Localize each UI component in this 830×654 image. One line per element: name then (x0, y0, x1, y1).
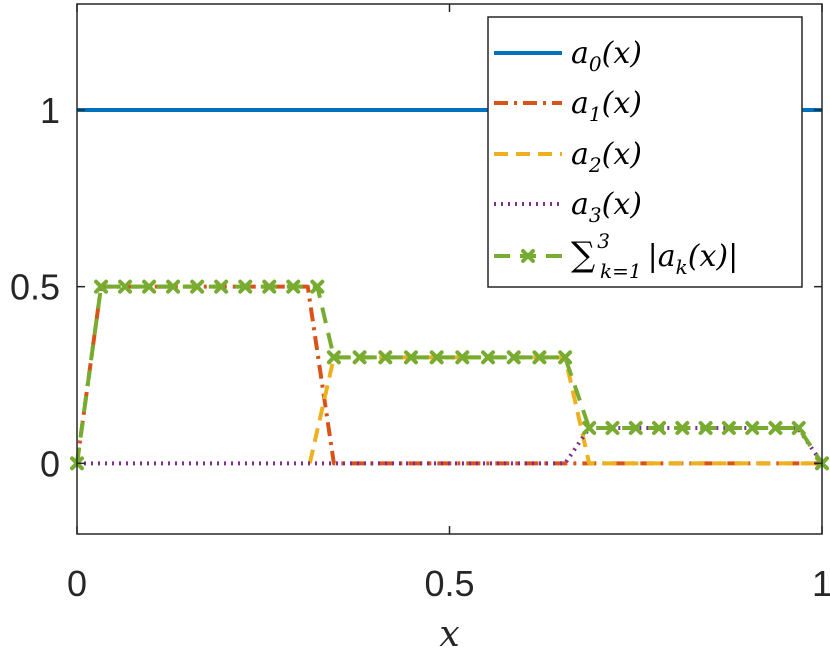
series-marker (582, 421, 597, 435)
legend-box (487, 16, 803, 288)
series-marker (286, 279, 301, 294)
series-marker (768, 421, 783, 435)
y-tick-label: 0 (40, 443, 60, 484)
series-marker (262, 279, 277, 294)
y-tick-label: 0.5 (10, 267, 60, 308)
series-line-4 (75, 284, 824, 465)
series-marker (326, 350, 341, 365)
x-tick-label: 1 (812, 563, 830, 604)
series-marker (455, 350, 470, 365)
x-tick-label: 0.5 (424, 563, 474, 604)
legend-label-1: a1(x) (571, 86, 642, 126)
series-marker (238, 279, 253, 294)
series-marker (118, 279, 133, 294)
series-marker (166, 279, 181, 294)
tick-labels: 0 0.5 1 0 0.5 1 (10, 90, 830, 604)
series-marker (558, 350, 573, 365)
series-marker (142, 279, 157, 294)
x-tick-label: 0 (67, 563, 87, 604)
legend: a0(x) a1(x) a2(x) a3(x)∑ 3 k=1 |ak(x)| (487, 16, 803, 288)
legend-label-3: a3(x) (571, 187, 642, 227)
series-marker (628, 421, 643, 435)
series-marker (721, 421, 736, 435)
series-marker (652, 421, 667, 435)
series-line-2 (307, 355, 822, 466)
series-marker (214, 279, 229, 294)
legend-label-2: a2(x) (571, 137, 642, 177)
series-marker (532, 350, 547, 365)
y-tick-label: 1 (40, 90, 60, 131)
series-marker (94, 279, 109, 294)
series-marker (506, 350, 521, 365)
series-line-1 (75, 284, 822, 466)
series-marker (429, 350, 444, 365)
series-marker (745, 421, 760, 435)
x-axis-title: x (439, 614, 459, 654)
series-marker (378, 350, 393, 365)
series-markers-4 (70, 279, 829, 471)
series-marker (675, 421, 690, 435)
legend-label-4: ∑ 3 k=1 |ak(x)| (571, 229, 738, 283)
series-marker (310, 279, 325, 294)
series-marker (403, 350, 418, 365)
legend-label-0: a0(x) (571, 36, 642, 76)
series-marker (605, 421, 620, 435)
series-marker (521, 249, 535, 263)
series-marker (698, 421, 713, 435)
series-marker (481, 350, 496, 365)
ticks (76, 4, 823, 534)
series-marker (791, 421, 806, 435)
series-marker (190, 279, 205, 294)
series-marker (352, 350, 367, 365)
